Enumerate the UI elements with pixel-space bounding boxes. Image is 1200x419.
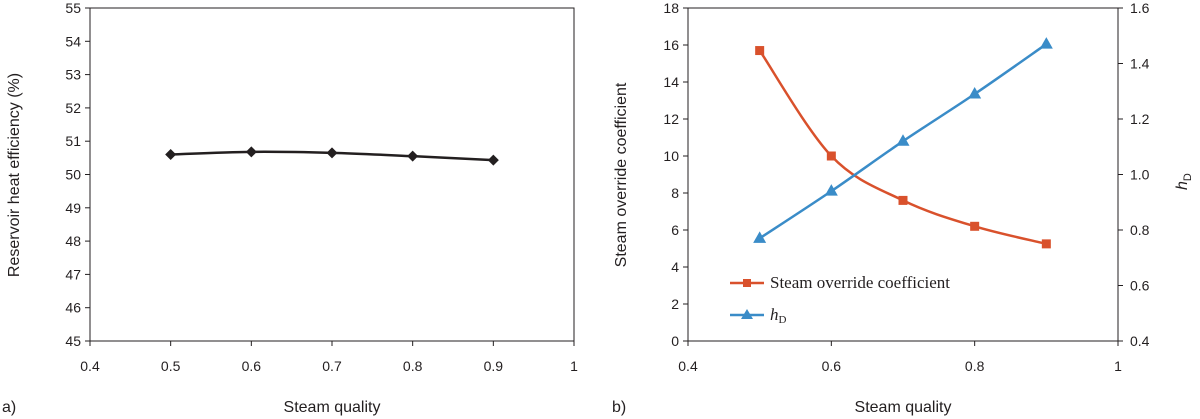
panel-b-left-y-tick-label: 0 <box>671 333 679 349</box>
panel-b-override-data-point <box>755 46 765 56</box>
panel-b-left-y-ticks: 0 2 4 6 8 10 12 14 16 18 <box>663 0 688 349</box>
panel-a-y-axis-title: Reservoir heat efficiency (%) <box>6 73 23 277</box>
panel-a-y-tick-label: 45 <box>65 333 81 349</box>
panel-a-x-ticks: 0.4 0.5 0.6 0.7 0.8 0.9 1 <box>80 341 578 374</box>
panel-b-left-y-tick-label: 12 <box>663 111 679 127</box>
panel-a-x-tick-label: 0.5 <box>161 358 181 374</box>
panel-b-left-y-tick-label: 10 <box>663 148 679 164</box>
panel-a-plot-frame <box>89 7 575 342</box>
panel-b-left-y-tick-label: 14 <box>663 74 679 90</box>
panel-b-right-y-tick-label: 0.4 <box>1130 333 1150 349</box>
panel-b-left-y-tick-label: 18 <box>663 0 679 16</box>
panel-a-y-ticks: 45 46 47 48 49 50 51 52 53 54 55 <box>65 0 90 349</box>
panel-b-x-tick-label: 0.8 <box>965 358 985 374</box>
panel-a-data-point <box>245 146 257 158</box>
panel-b-left-y-tick-label: 16 <box>663 37 679 53</box>
panel-a-x-tick-label: 0.6 <box>242 358 262 374</box>
panel-b-right-y-tick-label: 1.0 <box>1130 167 1150 183</box>
panel-b-right-y-tick-label: 0.6 <box>1130 278 1150 294</box>
panel-b-right-y-tick-label: 1.4 <box>1130 56 1150 72</box>
panel-a-y-tick-label: 52 <box>65 100 81 116</box>
panel-a-y-tick-label: 47 <box>65 266 81 282</box>
panel-b-override-data-point <box>1041 239 1051 249</box>
panel-a-y-tick-label: 48 <box>65 233 81 249</box>
panel-b-hd-data-point <box>1039 37 1053 49</box>
panel-a-x-tick-label: 0.9 <box>484 358 504 374</box>
panel-a-x-tick-label: 0.4 <box>80 358 100 374</box>
panel-a-x-tick-label: 0.8 <box>403 358 423 374</box>
panel-a-y-tick-label: 54 <box>65 33 81 49</box>
panel-b-override-data-point <box>970 221 980 231</box>
panel-b-override-data-point <box>898 195 908 205</box>
panel-b-right-y-tick-label: 1.2 <box>1130 111 1150 127</box>
panel-b-left-y-tick-label: 8 <box>671 185 679 201</box>
panel-a-y-tick-label: 50 <box>65 167 81 183</box>
panel-a-label: a) <box>2 399 16 416</box>
panel-b-legend: Steam override coefficient hD <box>730 273 950 326</box>
panel-b-right-y-tick-label: 0.8 <box>1130 222 1150 238</box>
panel-b-right-y-axis-title: hD <box>1174 173 1194 190</box>
panel-b-series <box>753 37 1053 249</box>
panel-b-right-y-tick-label: 1.6 <box>1130 0 1150 16</box>
panel-a-data-point <box>487 154 499 166</box>
panel-b-hd-data-point <box>968 87 982 99</box>
legend-marker-hd <box>741 309 753 319</box>
panel-a-x-tick-label: 1 <box>570 358 578 374</box>
panel-a-data-point <box>326 147 338 159</box>
panel-b-left-y-tick-label: 6 <box>671 222 679 238</box>
panel-b-hd-data-point <box>753 231 767 243</box>
panel-b-x-axis-title: Steam quality <box>855 399 952 416</box>
panel-b-x-ticks: 0.4 0.6 0.8 1 <box>678 341 1122 374</box>
legend-label-hd: hD <box>770 305 787 326</box>
panel-b-x-tick-label: 0.6 <box>822 358 842 374</box>
panel-b-hd-data-point <box>824 184 838 196</box>
panel-b-x-tick-label: 1 <box>1114 358 1122 374</box>
panel-a-x-axis-title: Steam quality <box>284 399 381 416</box>
panel-a-data-point <box>407 150 419 162</box>
panel-a-y-tick-label: 51 <box>65 133 81 149</box>
panel-a-series <box>165 146 499 166</box>
panel-a-y-tick-label: 55 <box>65 0 81 16</box>
legend-label-override: Steam override coefficient <box>770 273 950 292</box>
panel-b-hd-data-point <box>896 134 910 146</box>
panel-a: 0.4 0.5 0.6 0.7 0.8 0.9 1 45 46 47 48 49 50 51 52 53 54… <box>2 0 578 416</box>
panel-a-y-tick-label: 53 <box>65 67 81 83</box>
panel-b-left-y-tick-label: 2 <box>671 296 679 312</box>
panel-a-x-tick-label: 0.7 <box>322 358 342 374</box>
panel-b-label: b) <box>612 399 626 416</box>
panel-b-right-y-ticks: 0.4 0.6 0.8 1.0 1.2 1.4 1.6 <box>1118 0 1150 349</box>
panel-a-data-point <box>165 149 177 161</box>
panel-b-x-tick-label: 0.4 <box>678 358 698 374</box>
legend-marker-override <box>743 279 751 287</box>
panel-b-override-data-point <box>826 151 836 161</box>
panel-b-override-line <box>758 49 1047 246</box>
panel-a-y-tick-label: 46 <box>65 300 81 316</box>
panel-b-left-y-axis-title: Steam override coefficient <box>613 82 630 267</box>
panel-b: 0.4 0.6 0.8 1 0 2 4 6 8 10 12 14 16 18 0.4 0.6 0.8 1.0 1… <box>612 0 1194 416</box>
panel-a-y-tick-label: 49 <box>65 200 81 216</box>
panel-b-left-y-tick-label: 4 <box>671 259 679 275</box>
